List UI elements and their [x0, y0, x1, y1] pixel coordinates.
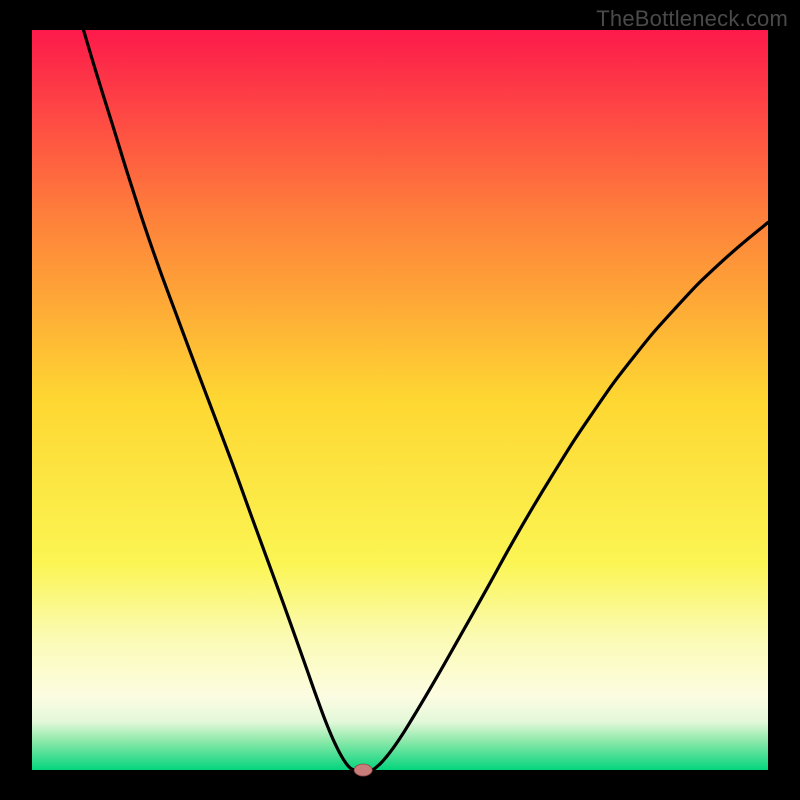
watermark-text: TheBottleneck.com: [596, 6, 788, 32]
bottleneck-chart: [0, 0, 800, 800]
chart-container: TheBottleneck.com: [0, 0, 800, 800]
plot-background: [32, 30, 768, 770]
minimum-marker: [354, 764, 372, 776]
